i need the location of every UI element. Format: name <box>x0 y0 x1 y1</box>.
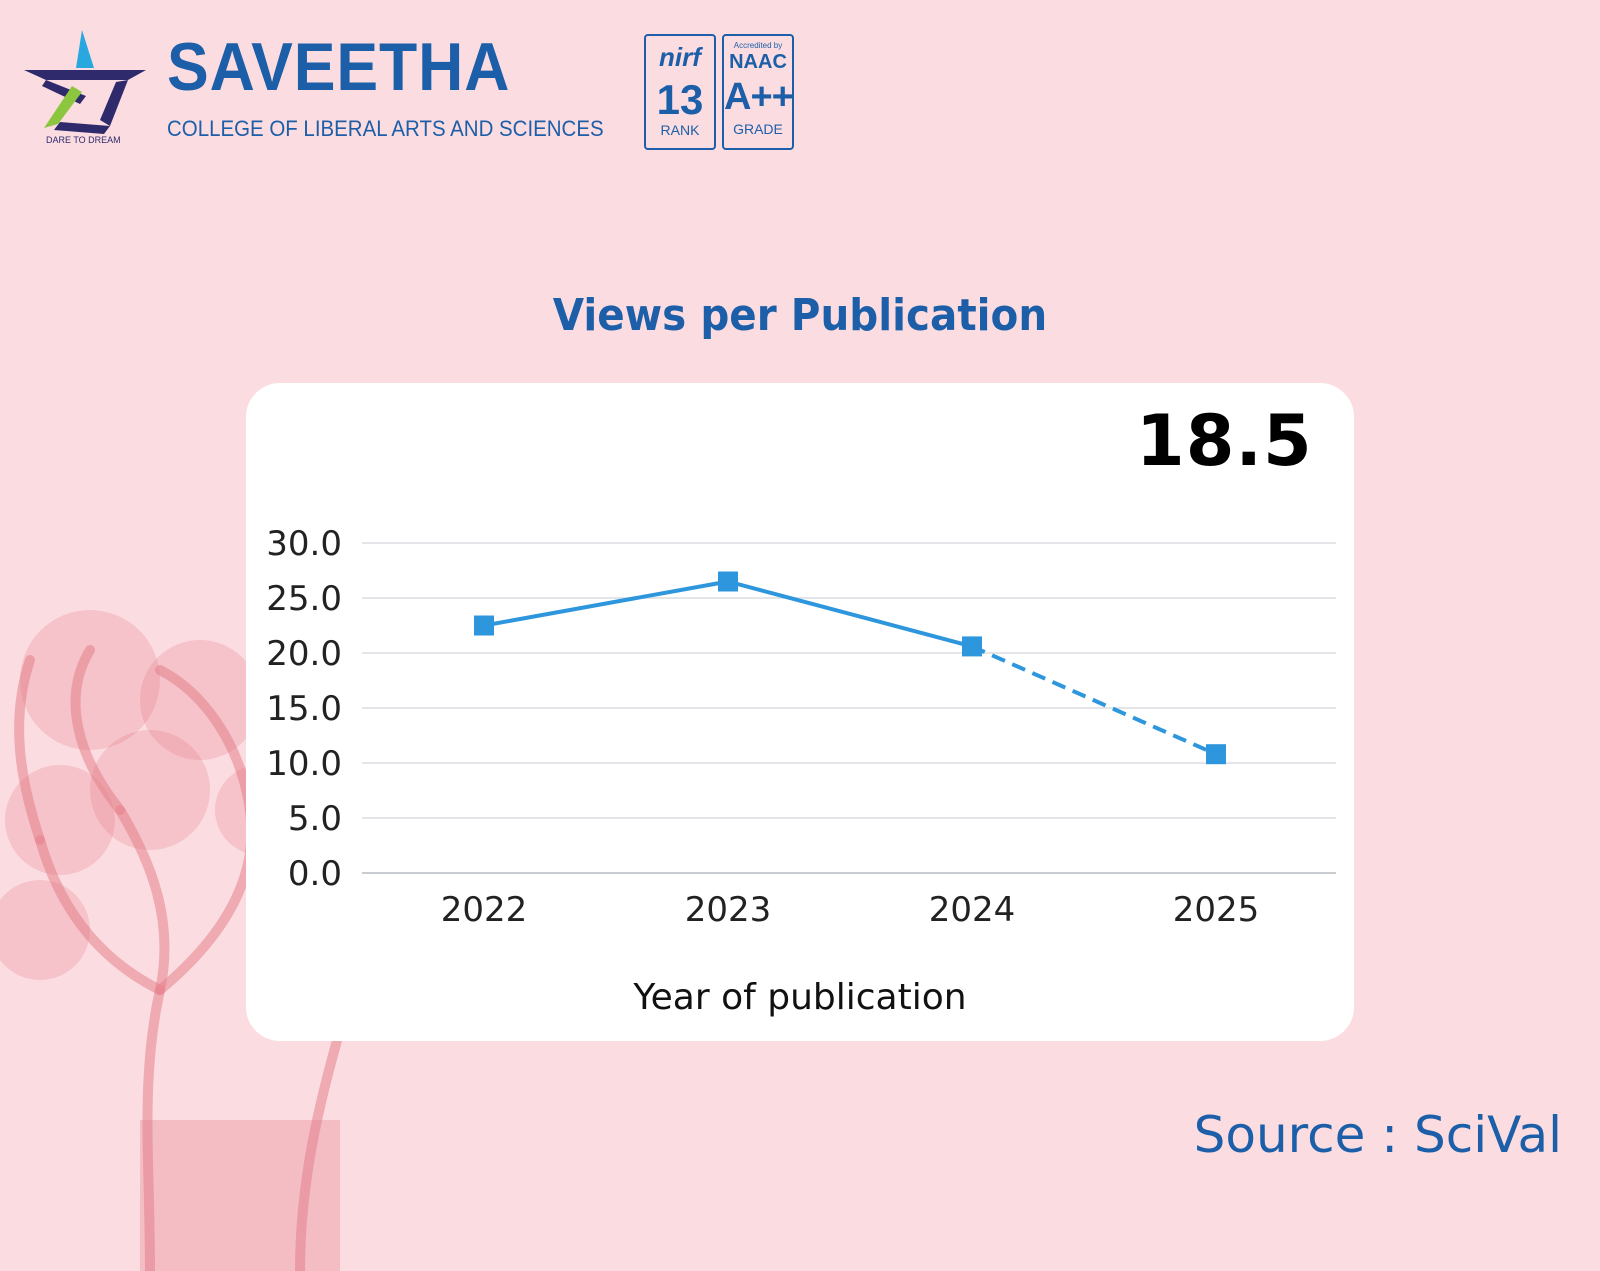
series-line-segment <box>971 644 1217 757</box>
brand-subtitle: COLLEGE OF LIBERAL ARTS AND SCIENCES <box>167 116 604 141</box>
nirf-rank-label: RANK <box>660 122 700 138</box>
series-line-segment <box>727 579 973 649</box>
y-tick-label: 30.0 <box>266 524 342 564</box>
y-tick-label: 0.0 <box>288 854 342 894</box>
line-chart: 0.0 5.0 10.0 15.0 20.0 25.0 30.0 2022 2023 2024 20… <box>266 524 1336 1018</box>
y-tick-label: 25.0 <box>266 579 342 619</box>
naac-accredited-label: Accredited by <box>733 41 783 50</box>
data-point <box>718 571 738 592</box>
brand-name: SAVEETHA <box>167 29 511 105</box>
naac-grade-badge: Accredited by NAAC A++ GRADE <box>722 34 794 150</box>
nirf-rank-badge: nirf 13 RANK <box>644 34 716 150</box>
source-label: Source : SciVal <box>1193 1106 1562 1164</box>
naac-name: NAAC <box>729 51 787 73</box>
x-tick-label: 2024 <box>929 890 1016 930</box>
data-point <box>962 636 982 657</box>
series-line-segment <box>483 579 729 628</box>
x-tick-label: 2022 <box>441 890 528 930</box>
tree-watermark <box>0 610 408 1271</box>
nirf-rank-value: 13 <box>656 76 704 123</box>
x-axis-label: Year of publication <box>632 977 966 1018</box>
nirf-logo: nirf <box>659 42 701 72</box>
y-tick-label: 5.0 <box>288 799 342 839</box>
naac-grade-value: A++ <box>724 76 794 118</box>
kpi-value: 18.5 <box>1136 400 1313 482</box>
chart-card <box>246 383 1354 1041</box>
naac-grade-label: GRADE <box>733 121 783 137</box>
page-title: Views per Publication <box>552 290 1048 341</box>
y-tick-label: 15.0 <box>266 689 342 729</box>
data-point <box>474 615 494 636</box>
y-tick-label: 20.0 <box>266 634 342 674</box>
x-tick-label: 2023 <box>685 890 772 930</box>
college-logo-icon <box>24 30 146 134</box>
logo-tagline: DARE TO DREAM <box>46 135 121 145</box>
y-tick-label: 10.0 <box>266 744 342 784</box>
x-tick-label: 2025 <box>1173 890 1260 930</box>
data-point <box>1206 744 1226 765</box>
